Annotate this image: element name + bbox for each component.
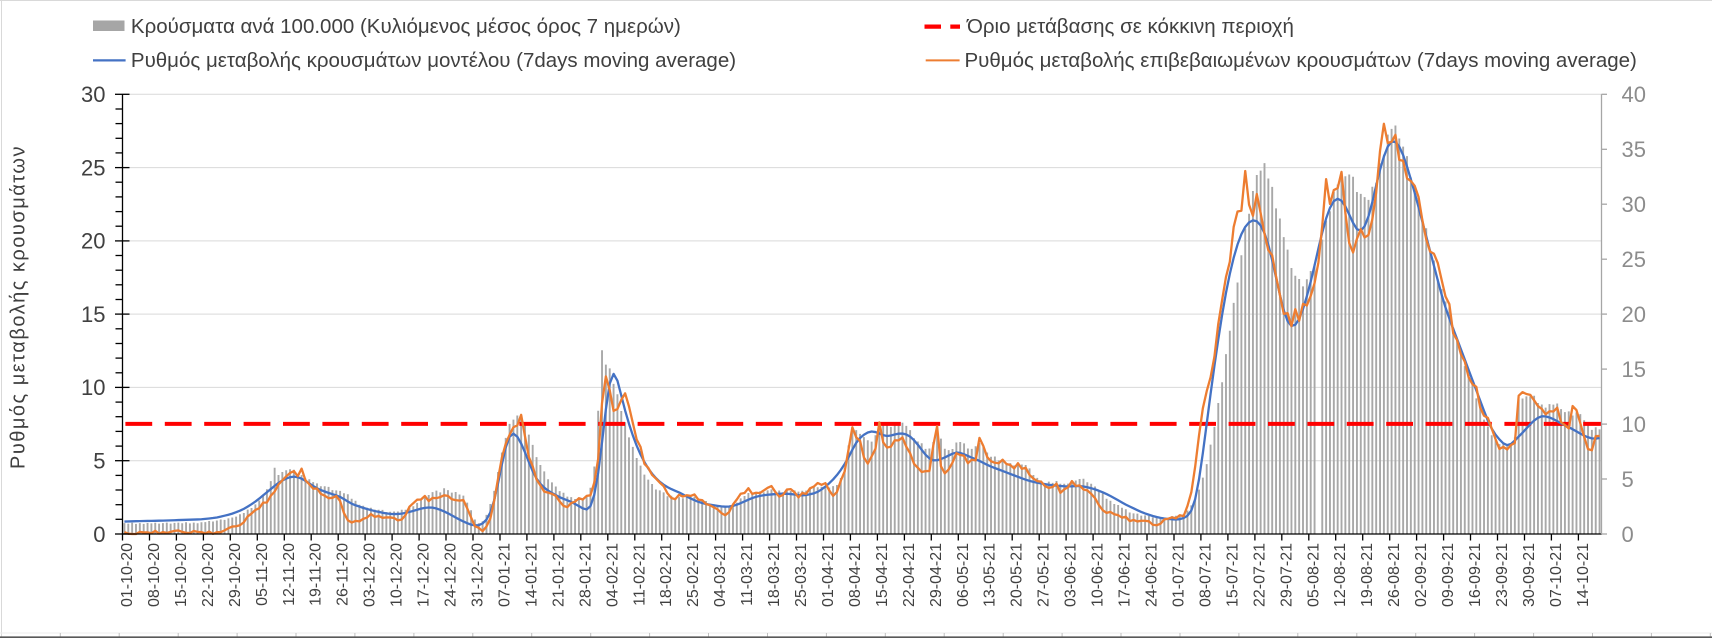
svg-text:5: 5 xyxy=(93,449,105,474)
svg-text:20: 20 xyxy=(81,229,105,254)
svg-text:04-03-21: 04-03-21 xyxy=(712,543,729,607)
svg-text:Ρυθμός μεταβολής επιβεβαιωμένω: Ρυθμός μεταβολής επιβεβαιωμένων κρουσμάτ… xyxy=(965,49,1637,72)
svg-text:29-07-21: 29-07-21 xyxy=(1278,543,1295,607)
svg-text:08-10-20: 08-10-20 xyxy=(146,543,163,607)
svg-text:5: 5 xyxy=(1622,467,1634,492)
svg-text:10-12-20: 10-12-20 xyxy=(389,543,406,607)
svg-text:25: 25 xyxy=(1622,247,1646,272)
svg-text:15-04-21: 15-04-21 xyxy=(874,543,891,607)
svg-text:15-07-21: 15-07-21 xyxy=(1224,543,1241,607)
svg-text:10: 10 xyxy=(1622,412,1646,437)
svg-text:20: 20 xyxy=(1622,302,1646,327)
svg-text:09-09-21: 09-09-21 xyxy=(1440,543,1457,607)
svg-text:05-11-20: 05-11-20 xyxy=(254,543,271,606)
svg-text:15: 15 xyxy=(81,302,105,327)
svg-text:30: 30 xyxy=(81,82,105,107)
svg-text:22-10-20: 22-10-20 xyxy=(200,543,217,607)
svg-text:28-01-21: 28-01-21 xyxy=(577,543,594,607)
svg-text:Κρούσματα ανά 100.000 (Κυλιόμε: Κρούσματα ανά 100.000 (Κυλιόμενος μέσος … xyxy=(131,15,681,38)
svg-text:22-04-21: 22-04-21 xyxy=(901,543,918,607)
svg-text:01-10-20: 01-10-20 xyxy=(119,543,136,607)
svg-text:25: 25 xyxy=(81,155,105,180)
svg-text:10-06-21: 10-06-21 xyxy=(1090,543,1107,607)
svg-text:Ρυθμός μεταβολής κρουσμάτων μο: Ρυθμός μεταβολής κρουσμάτων μοντέλου (7d… xyxy=(131,49,736,72)
svg-text:12-11-20: 12-11-20 xyxy=(281,543,298,606)
svg-text:19-08-21: 19-08-21 xyxy=(1359,543,1376,607)
svg-text:40: 40 xyxy=(1622,82,1646,107)
svg-text:26-08-21: 26-08-21 xyxy=(1386,543,1403,607)
svg-text:29-10-20: 29-10-20 xyxy=(227,543,244,607)
svg-text:07-01-21: 07-01-21 xyxy=(497,543,514,607)
svg-text:24-06-21: 24-06-21 xyxy=(1144,543,1161,607)
svg-text:07-10-21: 07-10-21 xyxy=(1548,543,1565,607)
svg-text:14-10-21: 14-10-21 xyxy=(1575,543,1592,607)
svg-text:16-09-21: 16-09-21 xyxy=(1467,543,1484,607)
svg-text:06-05-21: 06-05-21 xyxy=(955,543,972,607)
svg-text:24-12-20: 24-12-20 xyxy=(443,543,460,607)
svg-text:03-12-20: 03-12-20 xyxy=(362,543,379,607)
svg-text:05-08-21: 05-08-21 xyxy=(1305,543,1322,607)
svg-text:Όριο μετάβασης σε κόκκινη περι: Όριο μετάβασης σε κόκκινη περιοχή xyxy=(966,15,1294,38)
svg-text:25-02-21: 25-02-21 xyxy=(685,543,702,607)
svg-text:18-03-21: 18-03-21 xyxy=(766,543,783,607)
svg-text:21-01-21: 21-01-21 xyxy=(550,543,567,607)
svg-text:35: 35 xyxy=(1622,137,1646,162)
svg-text:30: 30 xyxy=(1622,192,1646,217)
svg-text:13-05-21: 13-05-21 xyxy=(982,543,999,607)
svg-text:18-02-21: 18-02-21 xyxy=(658,543,675,607)
svg-text:14-01-21: 14-01-21 xyxy=(523,543,540,607)
svg-text:12-08-21: 12-08-21 xyxy=(1332,543,1349,607)
svg-text:25-03-21: 25-03-21 xyxy=(793,543,810,607)
svg-text:08-07-21: 08-07-21 xyxy=(1197,543,1214,607)
svg-text:19-11-20: 19-11-20 xyxy=(308,543,325,606)
svg-text:0: 0 xyxy=(1622,522,1634,547)
svg-text:15-10-20: 15-10-20 xyxy=(173,543,190,607)
svg-text:01-07-21: 01-07-21 xyxy=(1171,543,1188,607)
svg-text:31-12-20: 31-12-20 xyxy=(470,543,487,607)
svg-text:22-07-21: 22-07-21 xyxy=(1251,543,1268,607)
svg-text:0: 0 xyxy=(93,522,105,547)
svg-text:15: 15 xyxy=(1622,357,1646,382)
svg-text:29-04-21: 29-04-21 xyxy=(928,543,945,607)
svg-text:26-11-20: 26-11-20 xyxy=(335,543,352,606)
svg-text:17-12-20: 17-12-20 xyxy=(416,543,433,607)
svg-text:17-06-21: 17-06-21 xyxy=(1117,543,1134,607)
svg-text:11-03-21: 11-03-21 xyxy=(739,543,756,606)
svg-text:02-09-21: 02-09-21 xyxy=(1413,543,1430,607)
svg-text:01-04-21: 01-04-21 xyxy=(820,543,837,607)
svg-text:27-05-21: 27-05-21 xyxy=(1036,543,1053,607)
svg-text:04-02-21: 04-02-21 xyxy=(604,543,621,607)
svg-text:03-06-21: 03-06-21 xyxy=(1063,543,1080,607)
svg-text:Ρυθμός μεταβολής κρουσμάτων: Ρυθμός μεταβολής κρουσμάτων xyxy=(8,145,30,469)
svg-text:30-09-21: 30-09-21 xyxy=(1521,543,1538,607)
svg-text:08-04-21: 08-04-21 xyxy=(847,543,864,607)
svg-text:20-05-21: 20-05-21 xyxy=(1009,543,1026,607)
svg-text:23-09-21: 23-09-21 xyxy=(1494,543,1511,607)
svg-text:10: 10 xyxy=(81,375,105,400)
svg-text:11-02-21: 11-02-21 xyxy=(631,543,648,606)
